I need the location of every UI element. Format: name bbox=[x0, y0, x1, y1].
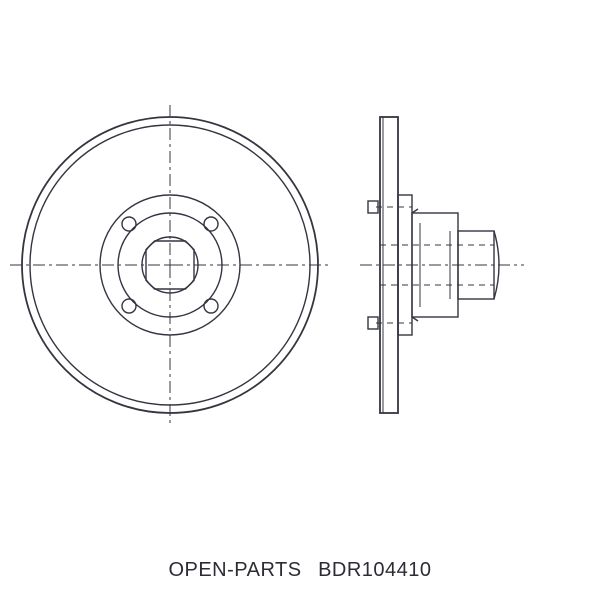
technical-drawing: OPEN-PARTS BDR104410 bbox=[0, 0, 600, 600]
part-number: BDR104410 bbox=[318, 559, 431, 581]
caption: OPEN-PARTS BDR104410 bbox=[0, 559, 600, 582]
brand-label: OPEN-PARTS bbox=[168, 559, 301, 581]
drawing-svg bbox=[0, 0, 600, 560]
